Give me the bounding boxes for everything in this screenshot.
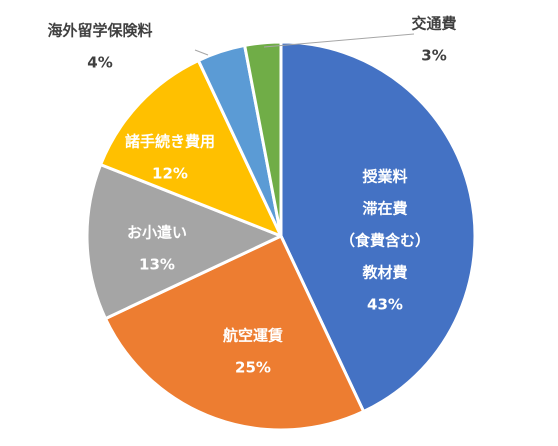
leader-line-4 <box>194 49 209 56</box>
slice-label-2-0: お小遣い <box>127 224 187 242</box>
slice-percent-label-5: 3% <box>421 47 446 65</box>
slice-label-0-3: 教材費 <box>361 264 407 282</box>
pie-slice-2 <box>85 163 283 321</box>
slice-percent-label-2: 13% <box>139 256 175 274</box>
pie-slice-3 <box>99 58 283 238</box>
slice-percent-label-1: 25% <box>235 359 271 377</box>
slice-label-4-0: 海外留学保険料 <box>47 22 152 40</box>
slice-label-0-1: 滞在費 <box>362 200 407 218</box>
slice-label-1-0: 航空運賃 <box>223 327 283 345</box>
pie-slice-1 <box>103 234 366 432</box>
slice-label-0-0: 授業料 <box>362 168 407 186</box>
slice-label-5-0: 交通費 <box>411 15 456 33</box>
pie-slice-0 <box>279 40 477 414</box>
slice-label-3-0: 諸手続き費用 <box>125 133 215 151</box>
slice-label-0-2: （食費含む） <box>340 232 430 250</box>
leader-line-5 <box>263 33 415 48</box>
pie-slice-5 <box>243 40 283 238</box>
slice-percent-label-4: 4% <box>87 54 112 72</box>
slice-percent-label-0: 43% <box>367 296 403 314</box>
slice-percent-label-3: 12% <box>152 165 188 183</box>
